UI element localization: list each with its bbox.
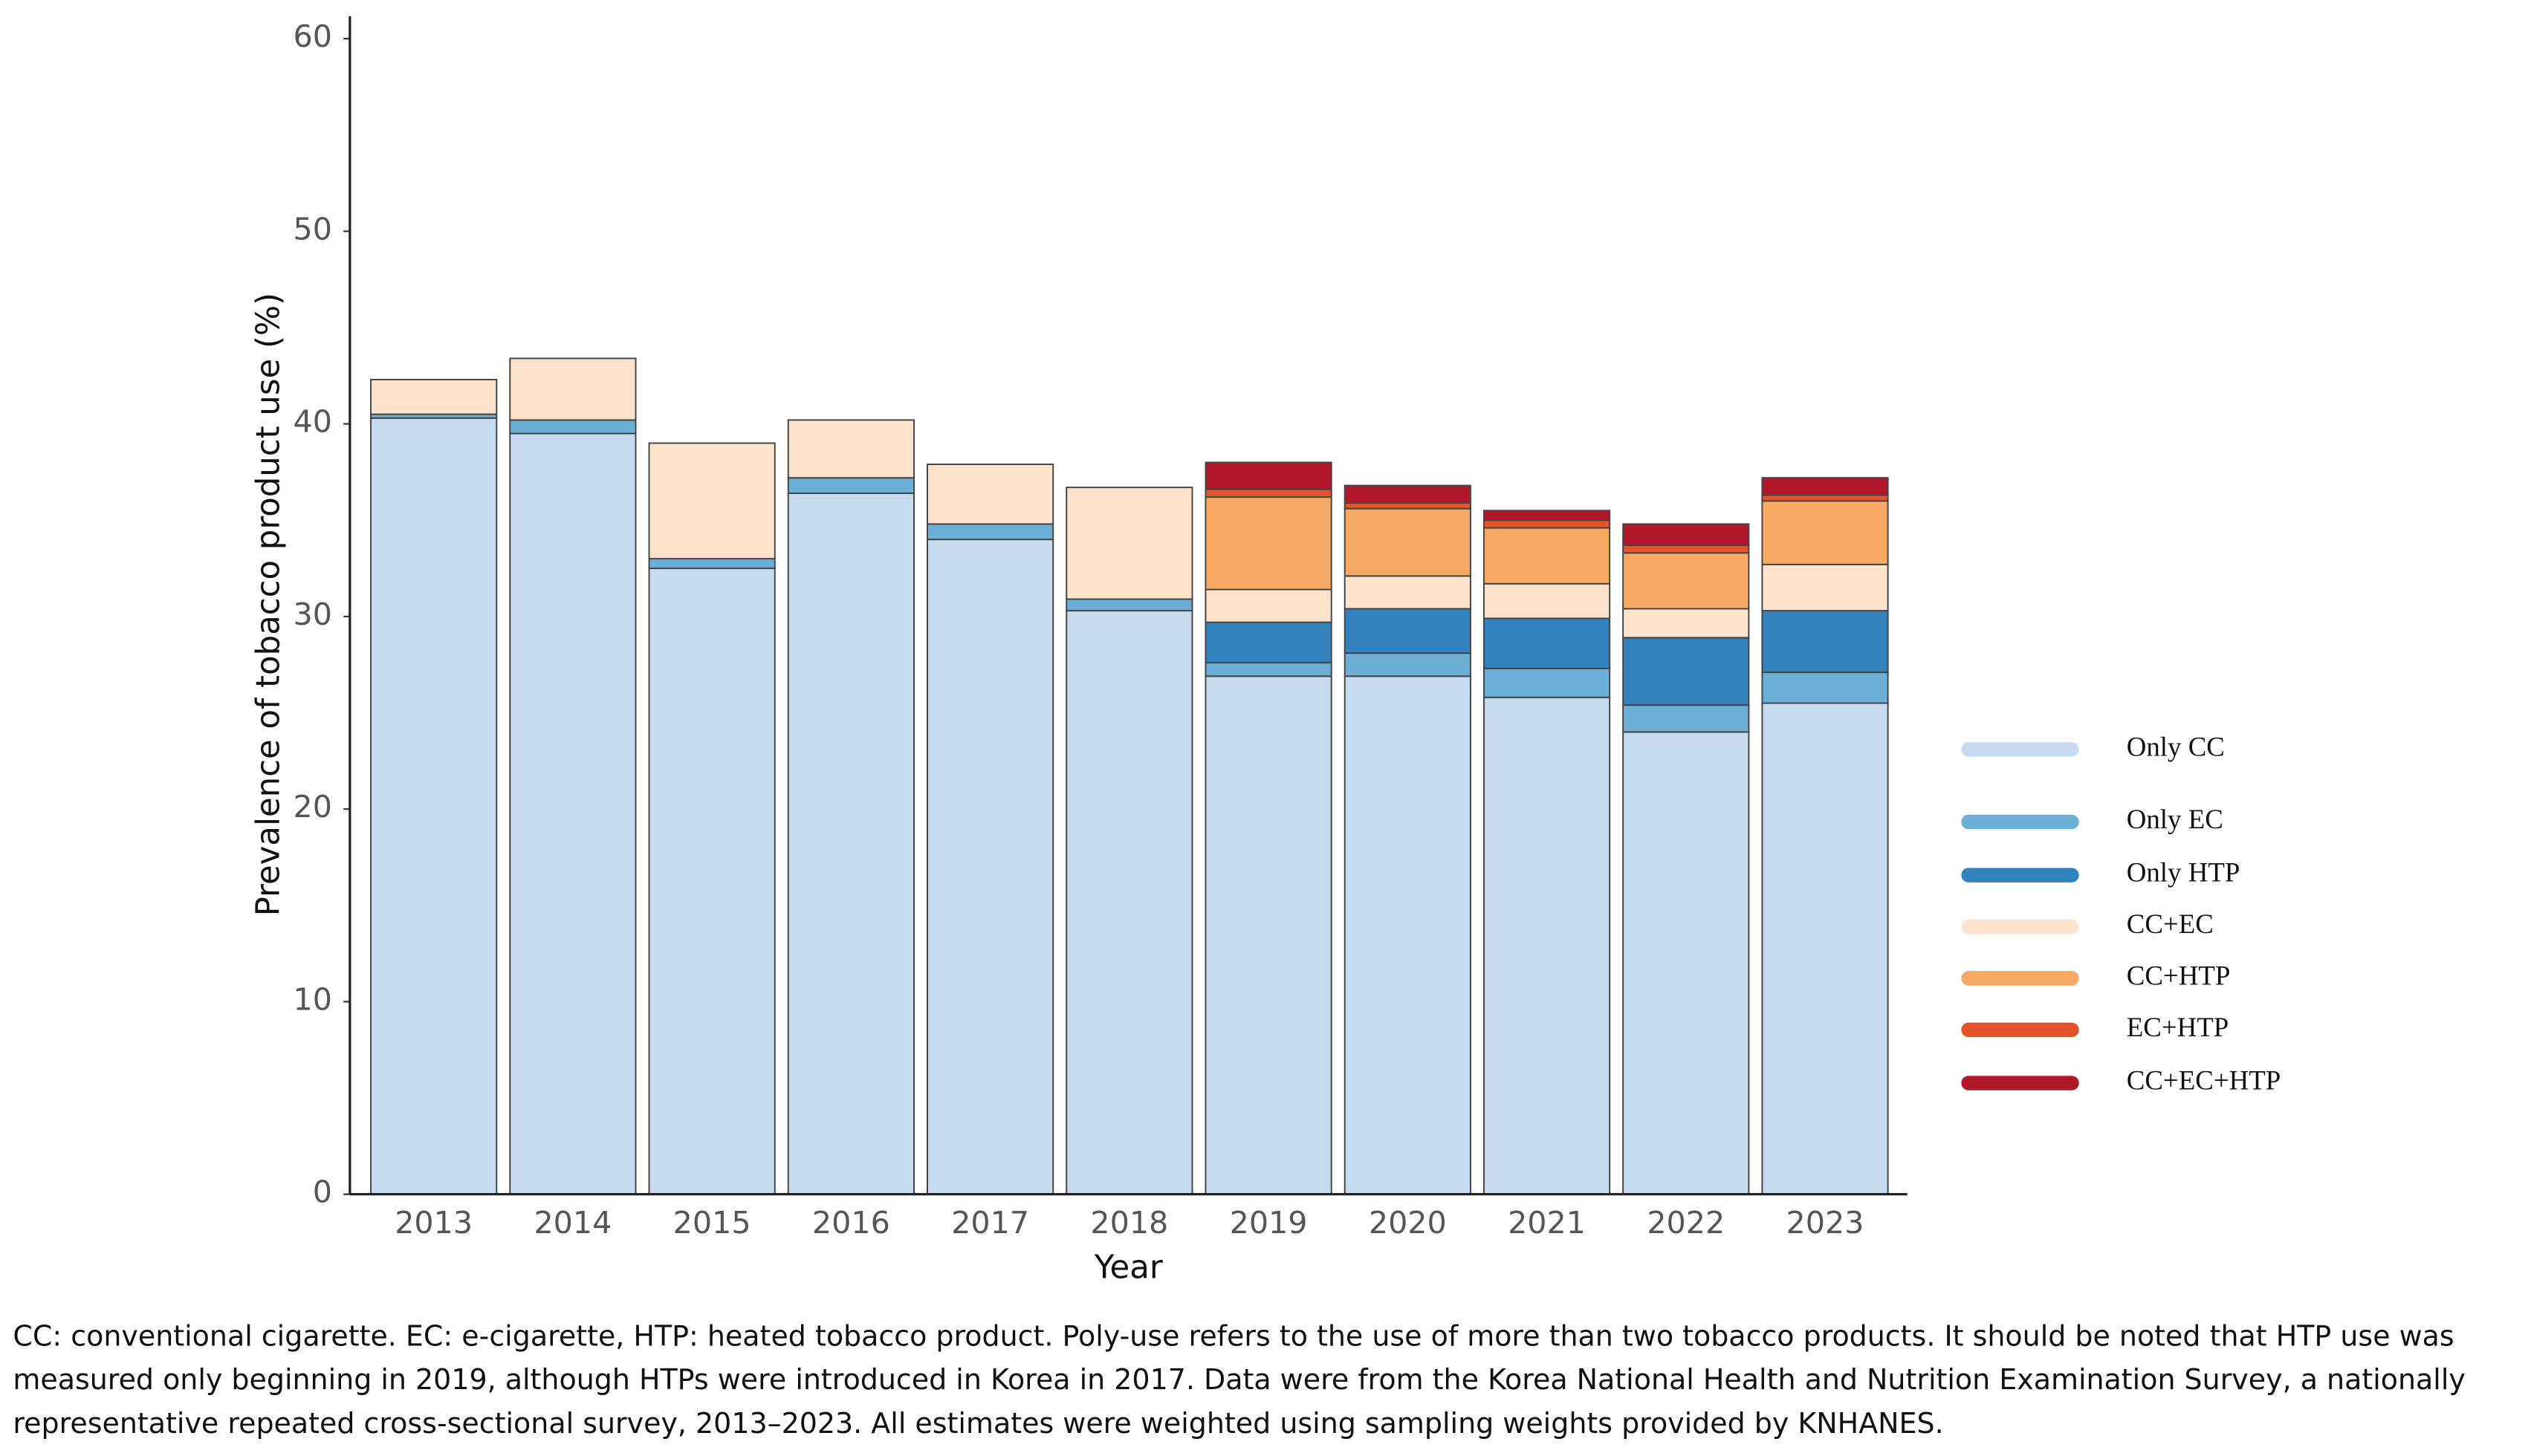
- bar-segment: [1761, 672, 1889, 704]
- bar-segment: [648, 568, 776, 1195]
- bar-segment: [509, 357, 637, 421]
- bar-segment: [1066, 598, 1193, 612]
- bar-segment: [509, 419, 637, 435]
- bar-segment: [1622, 552, 1750, 610]
- legend-label: EC+HTP: [2127, 1012, 2229, 1042]
- x-tick-label: 2013: [395, 1205, 473, 1241]
- x-tick-label: 2018: [1090, 1205, 1168, 1241]
- x-tick-label: 2017: [951, 1205, 1029, 1241]
- x-tick-label: 2020: [1369, 1205, 1447, 1241]
- bar-segment: [787, 492, 915, 1195]
- x-tick-label: 2016: [812, 1205, 890, 1241]
- bar-segment: [648, 442, 776, 560]
- bar-segment: [1205, 588, 1332, 623]
- legend-label: CC+HTP: [2127, 960, 2231, 990]
- y-axis-title: Prevalence of tobacco product use (%): [250, 293, 287, 916]
- bar-segment: [1761, 494, 1889, 502]
- bar-segment: [1482, 519, 1611, 529]
- bar-segment: [370, 378, 498, 415]
- bar-segment: [1205, 621, 1332, 664]
- bar-segment: [1344, 652, 1471, 677]
- legend-label: CC+EC: [2127, 909, 2214, 939]
- bar-segment: [1482, 582, 1611, 620]
- bar-segment: [1622, 731, 1750, 1195]
- bar-segment: [1622, 608, 1750, 639]
- x-axis-title: Year: [1094, 1249, 1163, 1286]
- bar-segment: [787, 419, 915, 479]
- bar-segment: [1761, 563, 1889, 612]
- x-tick-label: 2015: [673, 1205, 751, 1241]
- legend-label: Only EC: [2127, 804, 2223, 834]
- bar-segment: [370, 417, 498, 1195]
- bar-segment: [1482, 696, 1611, 1195]
- bar-segment: [1205, 488, 1332, 498]
- legend-label: Only HTP: [2127, 857, 2240, 888]
- bar-segment: [1205, 675, 1332, 1195]
- bar-segment: [648, 558, 776, 570]
- y-tick-label: 50: [294, 211, 332, 247]
- bar-segment: [927, 464, 1054, 525]
- bar-segment: [927, 539, 1054, 1195]
- bar-segment: [1622, 637, 1750, 706]
- bar-segment: [1344, 608, 1471, 654]
- bar-segment: [1344, 484, 1471, 504]
- bar-segment: [1482, 667, 1611, 698]
- x-tick-label: 2023: [1786, 1205, 1864, 1241]
- y-tick-label: 20: [294, 789, 332, 825]
- bar-segment: [1761, 500, 1889, 565]
- bar-segment: [1205, 496, 1332, 591]
- bar-segment: [509, 432, 637, 1195]
- bar-segment: [1066, 610, 1193, 1195]
- bar-segment: [1761, 610, 1889, 674]
- y-tick-label: 30: [294, 597, 332, 632]
- bar-segment: [787, 477, 915, 494]
- bar-segment: [1066, 487, 1193, 600]
- bar-segment: [1622, 704, 1750, 733]
- footnote: measured only beginning in 2019, althoug…: [13, 1363, 2465, 1396]
- bar-segment: [1344, 675, 1471, 1195]
- bar-segment: [1482, 510, 1611, 521]
- y-tick-label: 0: [313, 1174, 332, 1210]
- x-tick-label: 2014: [534, 1205, 612, 1241]
- footnote: CC: conventional cigarette. EC: e-cigare…: [13, 1320, 2454, 1353]
- y-tick-label: 40: [294, 404, 332, 440]
- legend-label: Only CC: [2127, 731, 2225, 761]
- bar-segment: [1622, 544, 1750, 554]
- bar-segment: [1205, 662, 1332, 677]
- bar-segment: [1482, 617, 1611, 669]
- bar-segment: [1761, 477, 1889, 496]
- bar-segment: [1344, 501, 1471, 510]
- bar-segment: [1482, 527, 1611, 585]
- bar-segment: [1344, 507, 1471, 577]
- bar-segment: [1344, 575, 1471, 610]
- bar-segment: [927, 523, 1054, 541]
- y-tick-label: 10: [294, 981, 332, 1017]
- x-tick-label: 2021: [1508, 1205, 1586, 1241]
- footnote: representative repeated cross-sectional …: [13, 1407, 1943, 1440]
- y-tick-label: 60: [294, 19, 332, 54]
- bar-segment: [1622, 523, 1750, 546]
- bar-segment: [1205, 461, 1332, 490]
- x-tick-label: 2022: [1647, 1205, 1725, 1241]
- legend-label: CC+EC+HTP: [2127, 1065, 2281, 1095]
- bar-segment: [1761, 702, 1889, 1195]
- x-tick-label: 2019: [1230, 1205, 1308, 1241]
